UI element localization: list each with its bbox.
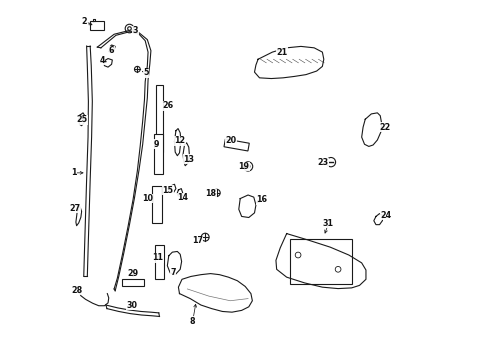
Text: 24: 24 (379, 211, 390, 220)
Circle shape (134, 66, 140, 72)
FancyBboxPatch shape (122, 279, 143, 287)
Text: 12: 12 (174, 136, 185, 145)
Circle shape (127, 27, 131, 30)
Circle shape (201, 233, 209, 241)
Text: 14: 14 (177, 193, 188, 202)
FancyBboxPatch shape (155, 246, 164, 279)
Text: 2: 2 (81, 17, 87, 26)
Circle shape (246, 165, 249, 168)
Circle shape (213, 189, 220, 197)
Text: 10: 10 (142, 194, 153, 203)
FancyBboxPatch shape (151, 186, 162, 223)
Text: 15: 15 (162, 185, 173, 194)
Text: 6: 6 (109, 46, 114, 55)
Polygon shape (224, 139, 249, 151)
Text: 9: 9 (153, 140, 158, 149)
Text: 31: 31 (322, 219, 333, 228)
Text: 28: 28 (71, 285, 82, 294)
FancyBboxPatch shape (90, 21, 104, 30)
Text: 26: 26 (162, 101, 173, 110)
FancyBboxPatch shape (156, 85, 163, 152)
Text: 1: 1 (71, 168, 76, 177)
Text: 4: 4 (100, 56, 105, 65)
Text: 21: 21 (276, 48, 287, 57)
Text: 22: 22 (378, 123, 389, 132)
Circle shape (125, 24, 134, 33)
Text: 8: 8 (189, 316, 195, 325)
Text: 30: 30 (126, 301, 137, 310)
Circle shape (295, 252, 300, 258)
Text: 5: 5 (143, 68, 149, 77)
Text: 3: 3 (133, 26, 138, 35)
Circle shape (243, 162, 252, 171)
Circle shape (335, 266, 340, 272)
Text: 20: 20 (225, 136, 236, 145)
FancyBboxPatch shape (154, 134, 163, 174)
Text: 7: 7 (170, 268, 176, 277)
Text: 16: 16 (256, 195, 266, 204)
Text: 23: 23 (317, 158, 328, 167)
Text: 27: 27 (69, 204, 80, 213)
Text: 29: 29 (127, 269, 138, 278)
Text: 18: 18 (204, 189, 216, 198)
Text: 19: 19 (238, 162, 249, 171)
Circle shape (325, 157, 335, 167)
Text: 25: 25 (76, 116, 87, 125)
FancyBboxPatch shape (289, 239, 352, 284)
Text: 17: 17 (191, 236, 203, 245)
Text: 11: 11 (152, 253, 163, 262)
Text: 13: 13 (183, 155, 194, 164)
